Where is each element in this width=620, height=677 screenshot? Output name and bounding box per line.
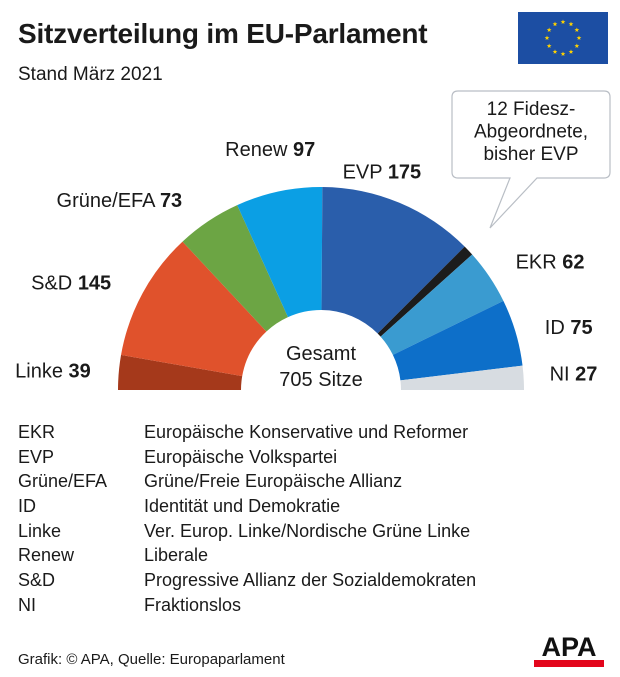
flag-star-icon bbox=[576, 35, 582, 41]
seat-segment-renew bbox=[237, 187, 323, 318]
flag-star-icon bbox=[568, 21, 574, 27]
legend-name: Identität und Demokratie bbox=[144, 495, 341, 516]
legend-row: ID Identität und Demokratie bbox=[18, 494, 598, 519]
apa-logo: APA bbox=[534, 632, 604, 667]
data-label-renew: Renew 97 bbox=[225, 139, 315, 161]
seat-segment-ekr bbox=[380, 254, 504, 355]
legend-row: Linke Ver. Europ. Linke/Nordische Grüne L… bbox=[18, 519, 598, 544]
svg-text:APA: APA bbox=[541, 632, 596, 662]
flag-star-icon bbox=[568, 49, 574, 54]
legend-abbr: Linke bbox=[18, 520, 62, 541]
legend-name: Europäische Konservative und Reformer bbox=[144, 421, 469, 442]
seat-segment-s-d bbox=[121, 241, 267, 377]
legend-name: Fraktionslos bbox=[144, 594, 242, 615]
eu-flag-icon bbox=[518, 12, 608, 64]
legend-name: Progressive Allianz der Sozialdemokraten bbox=[144, 569, 477, 590]
annotation-callout-box bbox=[451, 90, 611, 229]
seat-distribution-chart: Linke 39 S&D 145 Grüne/EFA 73 Renew 97 EVP 1… bbox=[15, 90, 611, 391]
legend-row: EVP Europäische Volkspartei bbox=[18, 445, 598, 470]
flag-star-icon bbox=[544, 35, 550, 41]
legend-abbr: EKR bbox=[18, 421, 56, 442]
flag-star-icon bbox=[546, 43, 552, 49]
center-label-total: Gesamt bbox=[286, 343, 356, 365]
center-label: Gesamt 705 Sitze bbox=[279, 343, 362, 391]
data-label-ni: NI 27 bbox=[550, 364, 598, 386]
source-credit: Grafik: © APA, Quelle: Europaparlament bbox=[18, 651, 285, 668]
legend-name: Ver. Europ. Linke/Nordische Grüne Linke bbox=[144, 520, 471, 541]
legend-name: Europäische Volkspartei bbox=[144, 446, 338, 467]
data-label-linke: Linke 39 bbox=[15, 361, 91, 383]
legend-abbr: Renew bbox=[18, 545, 75, 566]
legend-row: Grüne/EFA Grüne/Freie Europäische Allianz bbox=[18, 469, 598, 494]
legend-abbr: ID bbox=[18, 495, 36, 516]
data-label-evp: EVP 175 bbox=[343, 162, 422, 184]
page-subtitle: Stand März 2021 bbox=[18, 64, 163, 85]
data-label-gruene-efa: Grüne/EFA 73 bbox=[57, 190, 183, 212]
center-label-seats: 705 Sitze bbox=[279, 369, 362, 391]
flag-star-icon bbox=[560, 19, 566, 25]
legend-abbr: S&D bbox=[18, 569, 56, 590]
legend-abbr: Grüne/EFA bbox=[18, 471, 108, 492]
flag-star-icon bbox=[574, 43, 580, 49]
legend-row: NI Fraktionslos bbox=[18, 593, 598, 618]
data-label-ekr: EKR 62 bbox=[516, 251, 585, 273]
flag-star-icon bbox=[546, 27, 552, 33]
data-label-s-d: S&D 145 bbox=[31, 273, 111, 295]
seat-segment-fidesz-ehem-evp bbox=[377, 246, 473, 337]
legend-row: EKR Europäische Konservative und Reformer bbox=[18, 420, 598, 445]
legend-abbr: NI bbox=[18, 594, 36, 615]
page-title: Sitzverteilung im EU-Parlament bbox=[18, 18, 428, 49]
legend-name: Grüne/Freie Europäische Allianz bbox=[144, 471, 403, 492]
legend-row: Renew Liberale bbox=[18, 543, 598, 568]
seat-segment-linke bbox=[118, 354, 243, 390]
flag-star-icon bbox=[574, 27, 580, 33]
flag-star-icon bbox=[552, 49, 558, 54]
legend-row: S&D Progressive Allianz der Sozialdemokra… bbox=[18, 568, 598, 593]
flag-star-icon bbox=[560, 51, 566, 57]
party-legend: EKR Europäische Konservative und Reformer… bbox=[18, 420, 598, 618]
legend-name: Liberale bbox=[144, 545, 209, 566]
seat-segment-id bbox=[392, 300, 523, 381]
data-label-id: ID 75 bbox=[545, 317, 593, 339]
fidesz-annotation: 12 Fidesz-Abgeordnete, bisher EVP bbox=[451, 90, 611, 229]
svg-text:12 Fidesz-Abgeordnete,bisher E: 12 Fidesz-Abgeordnete, bisher EVP bbox=[474, 99, 588, 165]
seat-segment-ni bbox=[400, 365, 524, 390]
seat-segment-evp bbox=[321, 187, 465, 334]
seat-segment-gruene-efa bbox=[182, 205, 288, 332]
flag-star-icon bbox=[552, 21, 558, 27]
legend-abbr: EVP bbox=[18, 446, 55, 467]
